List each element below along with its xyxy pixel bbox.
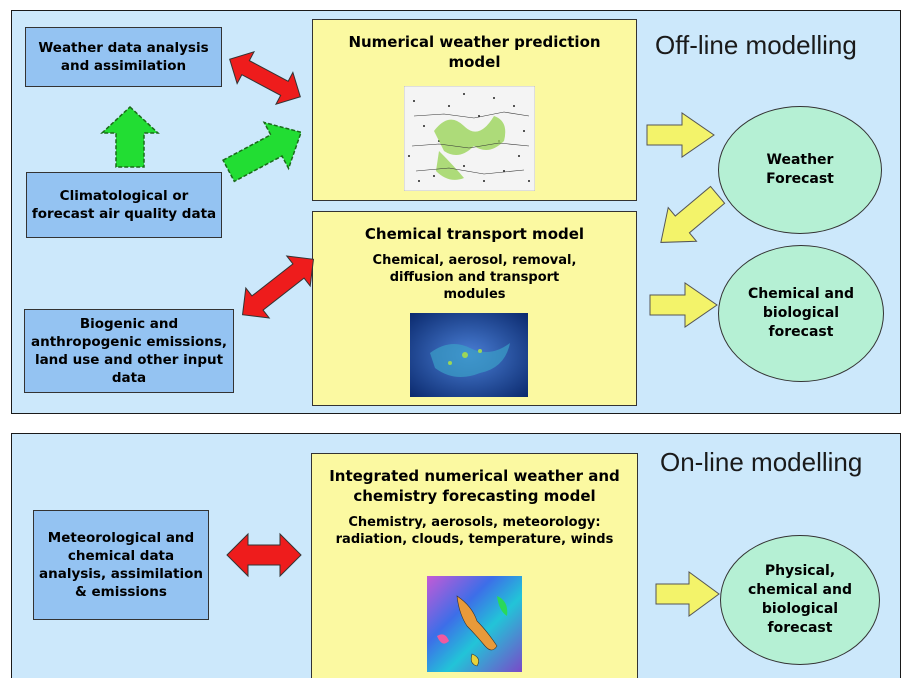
weather-map-image	[404, 86, 535, 191]
double-arrow-online	[226, 532, 302, 578]
chemical-forecast-output: Chemical and biological forecast	[718, 245, 884, 382]
online-title: On-line modelling	[660, 447, 863, 477]
green-up-arrow	[100, 105, 160, 168]
ctm-model-subtitle: Chemical, aerosol, removal, diffusion an…	[372, 253, 577, 302]
weather-forecast-output: Weather Forecast	[718, 106, 882, 234]
emissions-box: Biogenic and anthropogenic emissions, la…	[24, 309, 234, 393]
ctm-model-title: Chemical transport model	[364, 225, 585, 243]
integrated-model-title: Integrated numerical weather and chemist…	[329, 467, 620, 505]
offline-title: Off-line modelling	[655, 30, 857, 60]
climatological-data-box: Climatological or forecast air quality d…	[26, 172, 222, 238]
integrated-model-subtitle: Chemistry, aerosols, meteorology: radiat…	[335, 515, 614, 547]
yellow-arrow-feedback	[660, 185, 726, 243]
weather-forecast-label: Weather Forecast	[766, 152, 834, 187]
yellow-arrow-chemical	[649, 282, 718, 328]
green-diagonal-arrow	[222, 121, 303, 183]
climatological-data-label: Climatological or forecast air quality d…	[31, 188, 217, 222]
nwp-model-title: Numerical weather prediction model	[348, 33, 601, 71]
online-input-label: Meteorological and chemical data analysi…	[39, 530, 203, 600]
satellite-image	[410, 313, 528, 397]
online-forecast-label: Physical, chemical and biological foreca…	[747, 563, 852, 636]
double-arrow-emissions-ctm-shape	[241, 255, 315, 319]
chemistry-map-image	[427, 576, 522, 672]
online-forecast-output: Physical, chemical and biological foreca…	[720, 535, 880, 665]
emissions-label: Biogenic and anthropogenic emissions, la…	[30, 316, 227, 386]
double-arrow-weather-nwp-shape	[229, 50, 301, 106]
yellow-arrow-online	[655, 571, 720, 617]
online-input-box: Meteorological and chemical data analysi…	[33, 510, 209, 620]
yellow-arrow-weather	[646, 112, 715, 158]
chemical-forecast-label: Chemical and biological forecast	[748, 286, 854, 340]
weather-data-label: Weather data analysis and assimilation	[38, 40, 209, 74]
weather-data-box: Weather data analysis and assimilation	[25, 27, 222, 87]
